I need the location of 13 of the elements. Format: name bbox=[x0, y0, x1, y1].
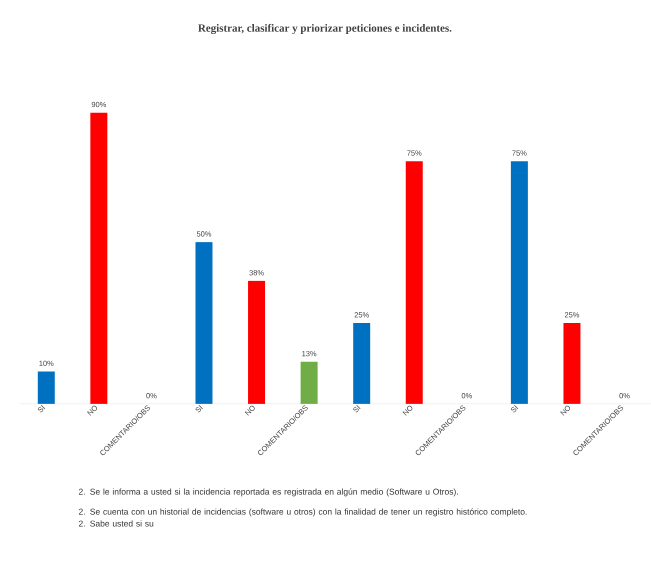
bar bbox=[248, 281, 266, 404]
bar bbox=[90, 112, 108, 404]
text: 2. Se le informa a usted si la incidencia reportada es registrada en algún medio (Software u Otros). bbox=[78, 488, 458, 496]
bar bbox=[563, 323, 580, 404]
bar bbox=[38, 372, 55, 404]
text: 2. Sabe usted si su bbox=[78, 520, 154, 527]
bar bbox=[353, 323, 370, 404]
bar bbox=[510, 161, 528, 404]
text: 2. Se cuenta con un historial de incidencias (software u otros) con la finalidad de tener un registro histórico completo. bbox=[78, 508, 527, 516]
chart-title: Registrar, clasificar y priorizar peticiones e incidentes. bbox=[198, 24, 452, 34]
bar bbox=[300, 362, 318, 404]
bar bbox=[406, 161, 423, 404]
bar bbox=[195, 242, 212, 404]
